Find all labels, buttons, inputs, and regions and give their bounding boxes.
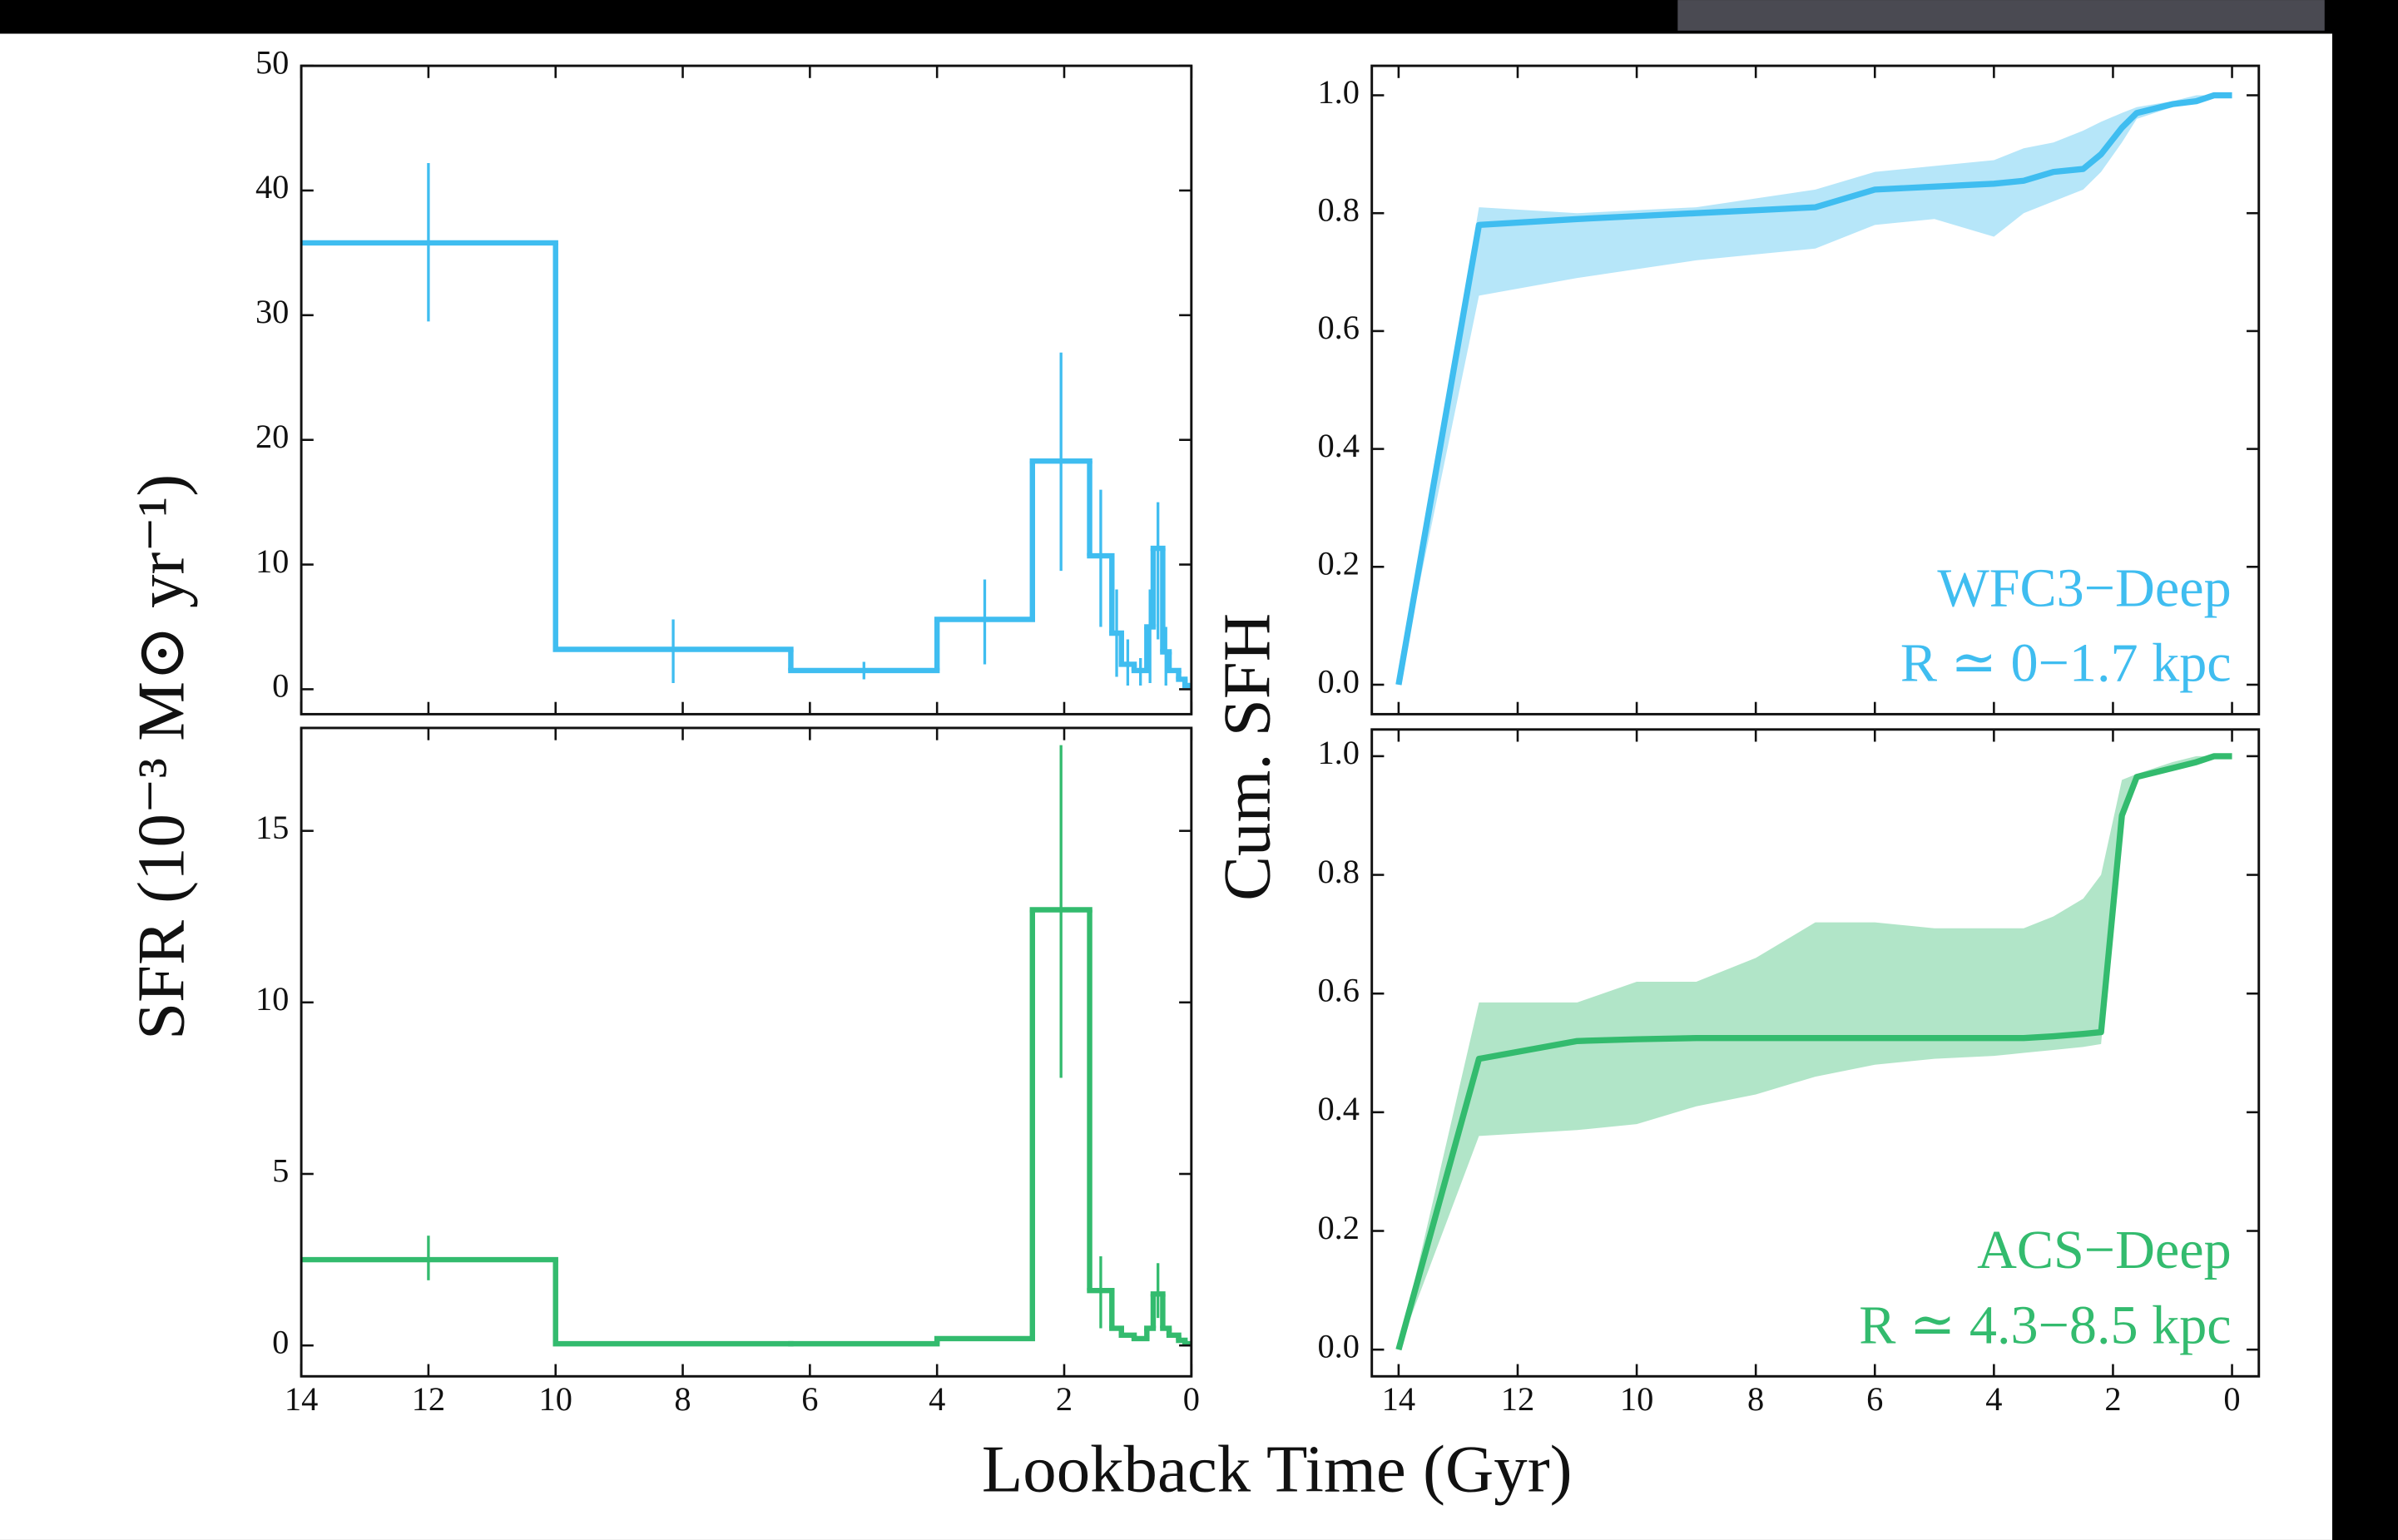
panel: 0 10 20 30 40 50: [255, 43, 1193, 716]
y-tick-label: 0.0: [1317, 1327, 1360, 1364]
plot-area: [301, 745, 1192, 1347]
x-tick-label: 14: [1382, 1380, 1415, 1418]
annotation: WFC3−Deep: [1937, 557, 2231, 618]
y-tick-label: 20: [255, 418, 289, 455]
cumulative-line: [1395, 753, 2232, 1351]
x-axis-label: Lookback Time (Gyr): [982, 1432, 1573, 1506]
x-tick-label: 10: [539, 1380, 572, 1418]
panel: ACS−Deep R ≃ 4.3−8.5 kpc 0.0 0.2 0.4 0.6 0.8 1.…: [1317, 728, 2261, 1418]
y-tick-label: 50: [255, 43, 289, 81]
annotation: R ≃ 0−1.7 kpc: [1900, 632, 2232, 693]
x-tick-label: 14: [285, 1380, 318, 1418]
y-tick-label: 0.4: [1317, 1090, 1360, 1127]
y-tick-label: 0.8: [1317, 191, 1360, 228]
y-tick-label: 30: [255, 293, 289, 330]
uncertainty-band: [1398, 95, 2232, 685]
x-tick-label: 0: [2223, 1380, 2240, 1418]
x-tick-label: 8: [674, 1380, 691, 1418]
plot-area: [301, 162, 1192, 689]
axes-frame: [300, 726, 1193, 1378]
x-tick-label: 4: [1985, 1380, 2002, 1418]
y-tick-label: 0.6: [1317, 309, 1360, 346]
y-tick-label: 15: [255, 809, 289, 846]
axes-frame: [1370, 64, 2261, 716]
y-tick-label: 5: [272, 1151, 289, 1189]
y-tick-label: 0.6: [1317, 971, 1360, 1008]
x-tick-label: 12: [412, 1380, 445, 1418]
y-tick-label: 0: [272, 1323, 289, 1360]
x-tick-label: 6: [1866, 1380, 1883, 1418]
x-tick-label: 0: [1183, 1380, 1200, 1418]
y-tick-label: 10: [255, 980, 289, 1018]
axes-frame: [300, 64, 1193, 716]
x-tick-label: 4: [929, 1380, 945, 1418]
x-tick-label: 2: [1056, 1380, 1073, 1418]
y-tick-label: 1.0: [1317, 73, 1360, 111]
x-tick-label: 2: [2104, 1380, 2121, 1418]
y-tick-label: 0.2: [1317, 1209, 1360, 1246]
x-tick-label: 6: [801, 1380, 818, 1418]
plot-area: [1395, 753, 2232, 1351]
panel: 0 5 10 15 14 12 10 8 6 4 2 0: [255, 726, 1200, 1418]
panel: WFC3−Deep R ≃ 0−1.7 kpc 0.0 0.2 0.4 0.6 0.8 1.0: [1317, 64, 2261, 716]
y-tick-label: 0.4: [1317, 427, 1360, 464]
annotation: ACS−Deep: [1977, 1220, 2232, 1280]
y-axis-label: SFR (10⁻³ M⊙ yr⁻¹): [125, 474, 199, 1040]
plot-area: [1395, 92, 2232, 686]
cumulative-line: [1395, 92, 2232, 686]
y-tick-label: 0: [272, 667, 289, 705]
annotation: R ≃ 4.3−8.5 kpc: [1859, 1295, 2231, 1355]
y-tick-label: 10: [255, 542, 289, 580]
thumbnail: [1677, 0, 2325, 31]
y-tick-label: 0.8: [1317, 853, 1360, 890]
axes-frame: [1370, 728, 2261, 1378]
y-tick-label: 1.0: [1317, 734, 1360, 771]
y-tick-label: 0.2: [1317, 545, 1360, 582]
y-tick-label: 40: [255, 168, 289, 205]
y-axis-label: Cum. SFH: [1211, 613, 1285, 901]
y-tick-label: 0.0: [1317, 662, 1360, 700]
figure-background: [0, 33, 2332, 1540]
x-tick-label: 10: [1620, 1380, 1653, 1418]
x-tick-label: 12: [1501, 1380, 1534, 1418]
uncertainty-band: [1398, 755, 2232, 1350]
x-tick-label: 8: [1747, 1380, 1764, 1418]
